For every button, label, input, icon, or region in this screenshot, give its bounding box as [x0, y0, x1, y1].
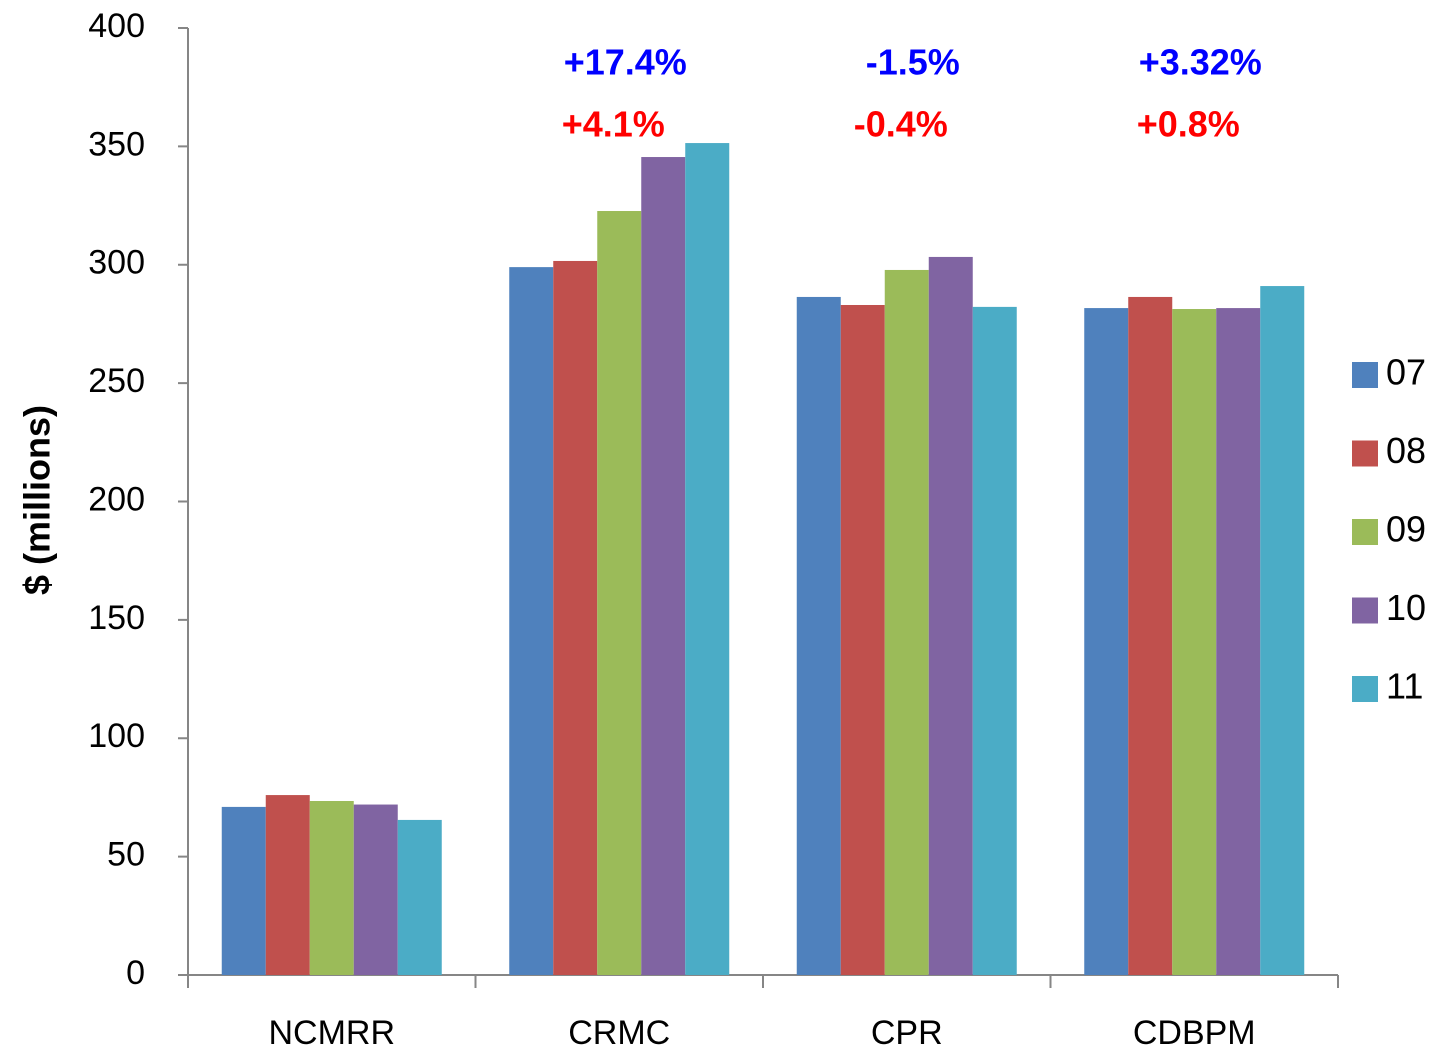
bar: [685, 143, 730, 976]
bar: [597, 211, 642, 975]
x-tick-label: NCMRR: [268, 1014, 395, 1052]
legend-swatch: [1352, 597, 1378, 624]
bar: [1128, 296, 1173, 975]
bar: [509, 267, 554, 975]
bar: [884, 269, 929, 975]
y-tick-label: 200: [88, 480, 145, 518]
y-tick-label: 0: [126, 954, 145, 992]
bar: [972, 306, 1017, 976]
y-tick-label: 350: [88, 125, 145, 163]
y-tick-label: 150: [88, 599, 145, 637]
annotation: +3.32%: [1139, 42, 1262, 83]
y-tick-label: 100: [88, 717, 145, 755]
x-tick-label: CDBPM: [1133, 1014, 1256, 1052]
legend-swatch: [1352, 362, 1378, 388]
bar: [1260, 286, 1305, 975]
bar: [553, 260, 598, 975]
legend-label: 07: [1386, 352, 1426, 393]
x-tick-label: CRMC: [568, 1014, 670, 1052]
bar: [397, 819, 442, 975]
legend-label: 08: [1386, 430, 1426, 471]
bar: [309, 800, 354, 975]
annotation: +17.4%: [564, 42, 687, 83]
bar: [221, 806, 266, 975]
bar: [1216, 308, 1261, 975]
legend-label: 09: [1386, 509, 1426, 550]
bar: [796, 296, 841, 975]
x-tick-label: CPR: [871, 1014, 943, 1052]
annotation: -1.5%: [866, 42, 960, 83]
y-tick-label: 300: [88, 244, 145, 282]
bar: [840, 304, 885, 975]
bar: [641, 157, 686, 975]
annotation: -0.4%: [854, 104, 948, 145]
bar: [265, 795, 310, 975]
annotation: +4.1%: [562, 104, 665, 145]
annotation: +0.8%: [1137, 104, 1240, 145]
bar: [1084, 308, 1129, 975]
legend-label: 11: [1386, 666, 1423, 707]
y-axis-label: $ (millions): [17, 405, 58, 595]
legend-label: 10: [1386, 587, 1426, 628]
y-tick-label: 400: [88, 7, 145, 45]
y-tick-label: 250: [88, 362, 145, 400]
legend-swatch: [1352, 519, 1378, 545]
y-tick-label: 50: [107, 836, 145, 874]
legend-swatch: [1352, 676, 1378, 702]
legend-swatch: [1352, 440, 1378, 467]
bar: [353, 804, 398, 975]
bar: [1172, 309, 1217, 976]
bar: [928, 256, 973, 975]
